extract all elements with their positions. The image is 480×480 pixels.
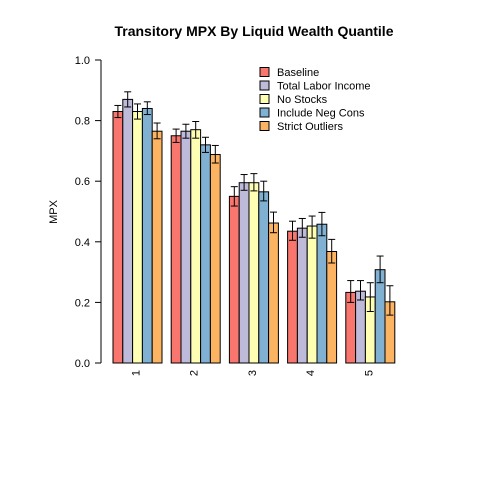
bar (152, 131, 162, 363)
bar (327, 251, 337, 363)
bar (171, 136, 181, 363)
bar (239, 183, 249, 363)
bar (297, 228, 307, 363)
y-axis-label: MPX (48, 199, 60, 224)
legend-swatch (260, 81, 269, 90)
bar (210, 155, 220, 363)
y-tick-label: 1.0 (75, 55, 90, 67)
bar (288, 231, 298, 363)
bar (191, 130, 201, 363)
bar (346, 292, 356, 363)
bar (181, 131, 191, 363)
legend-label: Strict Outliers (277, 121, 344, 133)
legend-label: Baseline (277, 67, 319, 79)
legend-swatch (260, 122, 269, 131)
y-tick-label: 0.8 (75, 116, 90, 128)
x-tick-label: 5 (363, 370, 375, 376)
bar (249, 183, 259, 363)
bar (259, 192, 269, 363)
bar (201, 145, 211, 363)
bar (229, 196, 239, 363)
x-tick-label: 4 (305, 370, 317, 376)
bar (123, 99, 133, 363)
bar (133, 112, 143, 363)
bar (142, 108, 152, 363)
bar (113, 112, 123, 363)
x-tick-label: 1 (131, 370, 143, 376)
y-tick-label: 0.0 (75, 358, 90, 370)
legend-swatch (260, 95, 269, 104)
legend-swatch (260, 108, 269, 117)
x-tick-label: 3 (247, 370, 259, 376)
y-tick-label: 0.6 (75, 176, 90, 188)
bar (269, 223, 279, 363)
legend-label: No Stocks (277, 94, 328, 106)
legend-label: Include Neg Cons (277, 108, 365, 120)
legend-swatch (260, 68, 269, 77)
y-tick-label: 0.2 (75, 297, 90, 309)
bar (307, 226, 317, 363)
legend-label: Total Labor Income (277, 81, 371, 93)
y-tick-label: 0.4 (75, 237, 90, 249)
bar (317, 224, 327, 363)
bar (375, 270, 385, 363)
chart-title: Transitory MPX By Liquid Wealth Quantile (114, 23, 393, 39)
bar (356, 291, 366, 363)
x-tick-label: 2 (189, 370, 201, 376)
